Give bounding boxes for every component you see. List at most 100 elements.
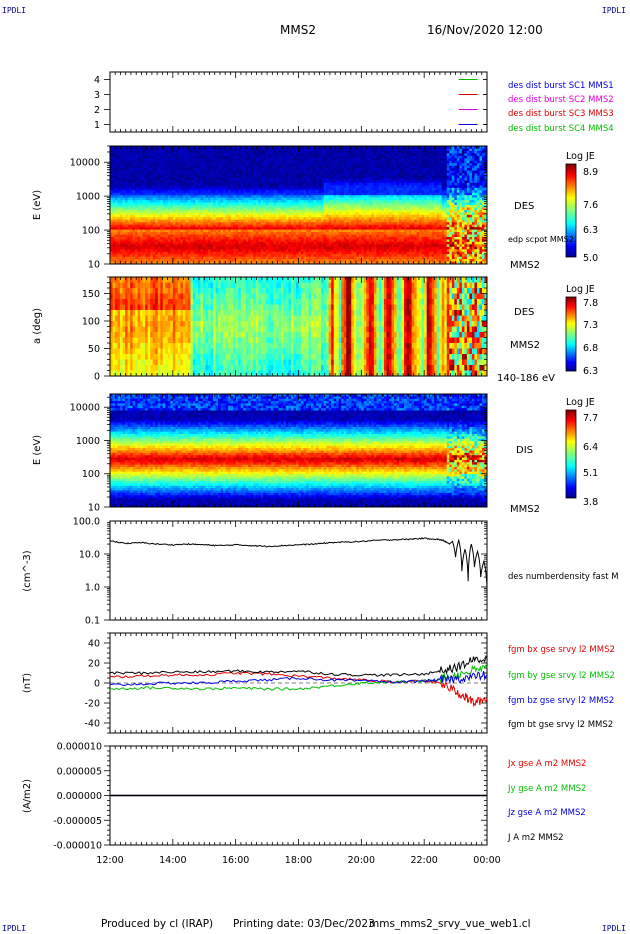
heatmap-cell [150, 192, 154, 196]
heatmap-cell [220, 165, 224, 169]
heatmap-cell [208, 249, 211, 253]
heatmap-cell [316, 170, 319, 174]
heatmap-cell [235, 195, 239, 199]
heatmap-cell [142, 182, 146, 186]
heatmap-cell [288, 190, 292, 194]
heatmap-cell [318, 254, 322, 258]
heatmap-cell [125, 261, 128, 265]
heatmap-cell [218, 153, 221, 157]
heatmap-cell [316, 146, 319, 149]
heatmap-cell [295, 180, 299, 184]
heatmap-cell [200, 182, 204, 186]
heatmap-cell [313, 195, 317, 199]
heatmap-cell [285, 217, 289, 221]
heatmap-cell [210, 155, 214, 159]
heatmap-cell [253, 236, 257, 240]
heatmap-cell [303, 180, 307, 184]
heatmap-cell [127, 244, 131, 248]
heatmap-cell [258, 182, 262, 186]
heatmap-cell [295, 187, 299, 191]
heatmap-cell [295, 190, 299, 194]
heatmap-cell [120, 234, 123, 238]
heatmap-cell [213, 177, 216, 181]
heatmap-cell [215, 165, 219, 169]
heatmap-cell [333, 192, 337, 196]
heatmap-cell [195, 261, 199, 265]
heatmap-cell [278, 239, 282, 243]
heatmap-cell [250, 155, 254, 159]
heatmap-cell [213, 256, 216, 260]
heatmap-cell [142, 224, 146, 228]
heatmap-cell [313, 227, 317, 230]
heatmap-cell [225, 177, 229, 181]
heatmap-cell [361, 209, 365, 213]
heatmap-cell [265, 190, 269, 194]
heatmap-cell [348, 227, 352, 230]
heatmap-cell [197, 148, 201, 152]
heatmap-cell [122, 160, 126, 164]
heatmap-cell [135, 177, 139, 181]
heatmap-cell [155, 165, 159, 169]
heatmap-cell [285, 182, 289, 186]
heatmap-cell [135, 249, 139, 253]
heatmap-cell [263, 200, 267, 203]
heatmap-cell [127, 239, 131, 243]
heatmap-cell [298, 163, 302, 167]
heatmap-cell [127, 165, 131, 169]
heatmap-cell [366, 192, 370, 196]
heatmap-cell [180, 200, 184, 203]
heatmap-cell [223, 249, 227, 253]
heatmap-cell [175, 200, 179, 203]
heatmap-cell [338, 192, 342, 196]
heatmap-cell [152, 168, 156, 171]
heatmap-cell [268, 227, 272, 230]
heatmap-cell [190, 173, 194, 176]
heatmap-cell [301, 200, 304, 203]
heatmap-cell [293, 150, 297, 154]
heatmap-cell [323, 256, 327, 260]
heatmap-cell [301, 251, 304, 255]
heatmap-cell [308, 227, 312, 230]
heatmap-cell [110, 150, 113, 154]
heatmap-cell [250, 177, 254, 181]
heatmap-cell [323, 175, 327, 179]
heatmap-cell [333, 209, 337, 213]
heatmap-cell [268, 244, 272, 248]
heatmap-cell [197, 197, 201, 201]
heatmap-cell [316, 207, 319, 211]
heatmap-cell [280, 232, 284, 235]
heatmap-cell [160, 177, 164, 181]
heatmap-cell [356, 182, 360, 186]
heatmap-cell [253, 150, 257, 154]
heatmap-cell [341, 227, 345, 230]
heatmap-cell [150, 165, 154, 169]
heatmap-cell [195, 232, 199, 235]
heatmap-cell [293, 207, 297, 211]
heatmap-cell [318, 190, 322, 194]
heatmap-cell [137, 234, 141, 238]
heatmap-cell [318, 177, 322, 181]
heatmap-cell [197, 202, 201, 206]
heatmap-cell [358, 207, 362, 211]
heatmap-cell [182, 197, 186, 201]
heatmap-cell [120, 150, 123, 154]
heatmap-cell [358, 261, 362, 265]
heatmap-cell [283, 251, 287, 255]
heatmap-cell [268, 190, 272, 194]
heatmap-cell [275, 246, 279, 250]
heatmap-cell [351, 192, 355, 196]
heatmap-cell [218, 192, 221, 196]
heatmap-cell [233, 259, 237, 262]
heatmap-cell [177, 150, 181, 154]
heatmap-cell [122, 175, 126, 179]
heatmap-cell [333, 251, 337, 255]
heatmap-cell [295, 202, 299, 206]
heatmap-cell [172, 148, 176, 152]
heatmap-cell [238, 251, 242, 255]
heatmap-cell [351, 234, 355, 238]
heatmap-cell [265, 207, 269, 211]
heatmap-cell [366, 212, 370, 216]
heatmap-cell [240, 160, 244, 164]
heatmap-cell [235, 197, 239, 201]
heatmap-cell [218, 158, 221, 162]
